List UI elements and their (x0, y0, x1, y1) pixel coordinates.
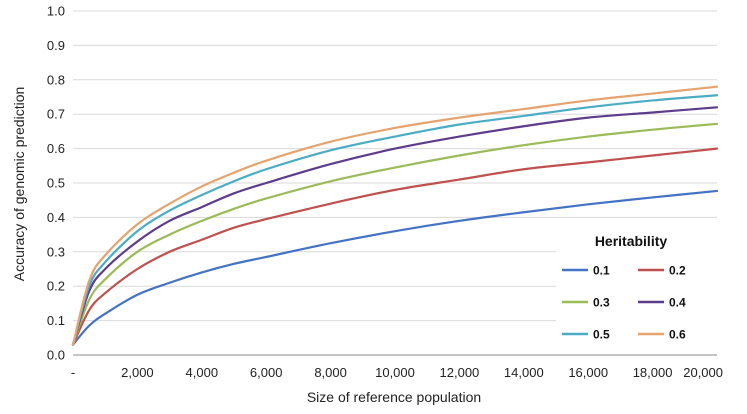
y-tick-label: 0.6 (47, 141, 65, 156)
legend-box (556, 224, 724, 352)
y-tick-label: 0.8 (47, 72, 65, 87)
series-line-0-2 (71, 147, 719, 346)
series-lines (71, 85, 719, 346)
y-tick-label: 0.3 (47, 244, 65, 259)
legend-label: 0.4 (669, 296, 686, 310)
series-line-0-4 (71, 106, 719, 346)
y-tick-label: 0.4 (47, 210, 65, 225)
legend-label: 0.1 (593, 264, 610, 278)
x-tick-label: 20,000 (683, 365, 723, 380)
y-axis-ticks: 0.0 0.1 0.2 0.3 0.4 0.5 0.6 0.7 0.8 0.9 1.0 (47, 4, 65, 363)
x-axis-title: Size of reference population (307, 389, 481, 405)
x-tick-label: 18,000 (633, 365, 673, 380)
legend-items: 0.1 0.2 0.3 0.4 0.5 0.6 (562, 264, 686, 342)
y-tick-label: 1.0 (47, 4, 65, 19)
y-tick-label: 0.1 (47, 313, 65, 328)
y-tick-label: 0.9 (47, 38, 65, 53)
legend-label: 0.6 (669, 328, 686, 342)
y-tick-label: 0.7 (47, 107, 65, 122)
legend-label: 0.5 (593, 328, 610, 342)
x-tick-label: - (71, 365, 75, 380)
y-tick-label: 0.2 (47, 279, 65, 294)
series-line-0-5 (71, 94, 719, 346)
x-tick-label: 8,000 (314, 365, 347, 380)
legend: Heritability 0.1 0.2 0.3 0.4 0.5 0.6 (556, 224, 724, 352)
series-line-0-3 (71, 122, 719, 346)
x-tick-label: 4,000 (186, 365, 219, 380)
y-tick-label: 0.5 (47, 176, 65, 191)
x-tick-label: 16,000 (568, 365, 608, 380)
legend-title: Heritability (595, 233, 668, 249)
x-tick-label: 6,000 (250, 365, 283, 380)
x-axis-ticks: - 2,000 4,000 6,000 8,000 10,000 12,000 14,000 1… (71, 365, 723, 380)
x-tick-label: 14,000 (504, 365, 544, 380)
series-line-0-1 (71, 189, 719, 346)
legend-label: 0.2 (669, 264, 686, 278)
legend-label: 0.3 (593, 296, 610, 310)
x-tick-label: 10,000 (375, 365, 415, 380)
x-tick-label: 12,000 (440, 365, 480, 380)
y-tick-label: 0.0 (47, 348, 65, 363)
x-tick-label: 2,000 (121, 365, 154, 380)
y-axis-title: Accuracy of genomic prediction (11, 87, 27, 282)
series-line-0-6 (71, 85, 719, 346)
